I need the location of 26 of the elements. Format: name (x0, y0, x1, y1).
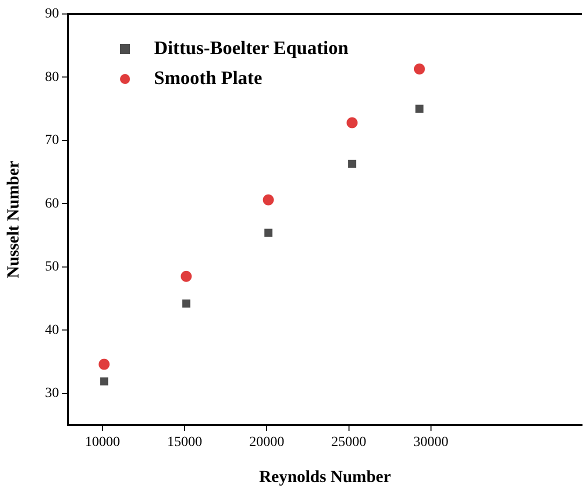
point (262, 194, 274, 206)
point (415, 104, 424, 113)
point (346, 117, 358, 128)
y-tick-label: 70 (45, 133, 59, 148)
x-tick-label: 25000 (331, 435, 366, 450)
y-tick-label: 50 (45, 260, 59, 275)
x-axis-title: Reynolds Number (259, 467, 392, 486)
point (264, 228, 272, 237)
point (98, 358, 110, 370)
point (348, 160, 356, 168)
y-tick-label: 90 (45, 6, 59, 22)
x-tick-label: 20000 (249, 435, 284, 450)
x-tick-label: 30000 (413, 435, 448, 450)
y-tick-label: 30 (45, 386, 59, 402)
y-tick-label: 80 (45, 70, 59, 85)
point (180, 270, 192, 282)
y-tick-label: 60 (45, 196, 59, 212)
point (182, 300, 190, 308)
y-tick-label: 40 (45, 322, 59, 338)
legend-label: Smooth Plate (154, 68, 262, 90)
point (414, 64, 425, 75)
x-tick-label: 10000 (84, 435, 120, 450)
x-tick-label: 15000 (167, 435, 202, 450)
y-axis-title: Nusselt Number (4, 160, 23, 278)
point (100, 377, 108, 386)
legend-label: Dittus-Boelter Equation (154, 38, 348, 60)
